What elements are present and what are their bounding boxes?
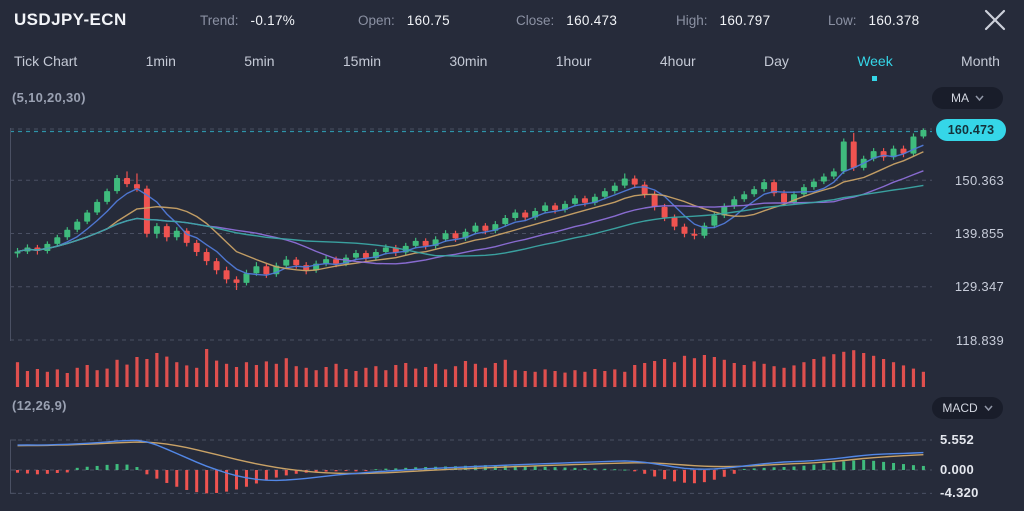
macd-axis-label: 5.552 (940, 432, 975, 447)
ma-params-label: (5,10,20,30) (12, 90, 86, 105)
stat-close-label: Close: (516, 13, 555, 28)
ma-indicator-dropdown[interactable]: MA (932, 87, 1003, 109)
stat-trend-label: Trend: (200, 13, 239, 28)
symbol-title: USDJPY-ECN (14, 10, 127, 29)
stat-high-value: 160.797 (719, 13, 771, 28)
tab-15min[interactable]: 15min (342, 53, 382, 69)
tab-1hour[interactable]: 1hour (555, 53, 592, 69)
stat-low-label: Low: (828, 13, 857, 28)
macd-axis-label: 0.000 (940, 462, 975, 477)
ma-dropdown-label: MA (951, 91, 969, 105)
stat-open-label: Open: (358, 13, 395, 28)
price-axis-label: 118.839 (955, 333, 1004, 348)
chevron-down-icon (975, 95, 984, 101)
tab-day[interactable]: Day (763, 53, 789, 69)
price-axis-label: 139.855 (954, 226, 1004, 241)
stat-trend-value: -0.17% (250, 13, 296, 28)
macd-dropdown-label: MACD (942, 401, 978, 415)
stat-low: Low: 160.378 (828, 13, 919, 28)
timeframe-tabs: Tick Chart 1min 5min 15min 30min 1hour 4… (14, 48, 1000, 81)
last-price-badge: 160.473 (936, 119, 1006, 141)
stat-trend: Trend: -0.17% (200, 13, 295, 28)
tab-1min[interactable]: 1min (145, 53, 176, 69)
stat-low-value: 160.378 (868, 13, 920, 28)
macd-indicator-dropdown[interactable]: MACD (932, 397, 1003, 419)
close-icon (984, 9, 1006, 31)
macd-params-label: (12,26,9) (12, 398, 67, 413)
stat-close: Close: 160.473 (516, 13, 617, 28)
stat-close-value: 160.473 (566, 13, 618, 28)
macd-axis-label: -4.320 (940, 485, 979, 500)
stat-open-value: 160.75 (406, 13, 450, 28)
stat-high: High: 160.797 (676, 13, 770, 28)
tab-week[interactable]: Week (857, 53, 893, 81)
stat-open: Open: 160.75 (358, 13, 450, 28)
stat-high-label: High: (676, 13, 708, 28)
price-axis-label: 150.363 (954, 173, 1004, 188)
tab-5min[interactable]: 5min (244, 53, 275, 69)
chevron-down-icon (984, 405, 993, 411)
tab-30min[interactable]: 30min (449, 53, 488, 69)
tab-4hour[interactable]: 4hour (659, 53, 696, 69)
close-button[interactable] (982, 7, 1008, 33)
price-axis-label: 129.347 (954, 279, 1004, 294)
tab-month[interactable]: Month (961, 53, 1000, 69)
tab-tick-chart[interactable]: Tick Chart (14, 53, 78, 69)
